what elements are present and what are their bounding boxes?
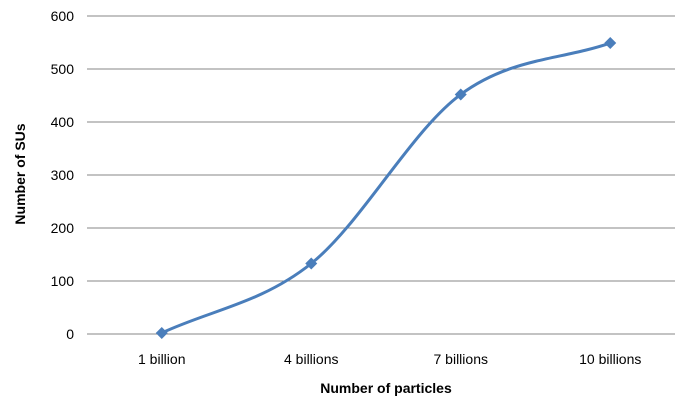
y-tick-label: 600 [51, 8, 75, 24]
y-tick-label: 400 [51, 114, 75, 130]
y-axis-title: Number of SUs [12, 123, 28, 224]
x-tick-label: 4 billions [284, 351, 338, 367]
y-tick-label: 200 [51, 220, 75, 236]
x-tick-label: 10 billions [579, 351, 641, 367]
x-tick-label: 1 billion [138, 351, 185, 367]
series-layer [155, 37, 617, 339]
y-axis-ticks: 0 100 200 300 400 500 600 [51, 8, 75, 342]
data-point-marker [155, 326, 168, 339]
x-axis-title: Number of particles [320, 380, 452, 396]
series-line [161, 41, 611, 335]
y-tick-label: 100 [51, 273, 75, 289]
y-tick-label: 0 [66, 326, 74, 342]
gridlines [87, 15, 675, 335]
x-tick-label: 7 billions [434, 351, 488, 367]
data-point-marker [454, 88, 467, 101]
x-axis-ticks: 1 billion 4 billions 7 billions 10 billions [138, 351, 641, 367]
data-point-marker [305, 257, 318, 270]
data-point-marker [604, 37, 617, 50]
y-tick-label: 500 [51, 61, 75, 77]
y-tick-label: 300 [51, 167, 75, 183]
